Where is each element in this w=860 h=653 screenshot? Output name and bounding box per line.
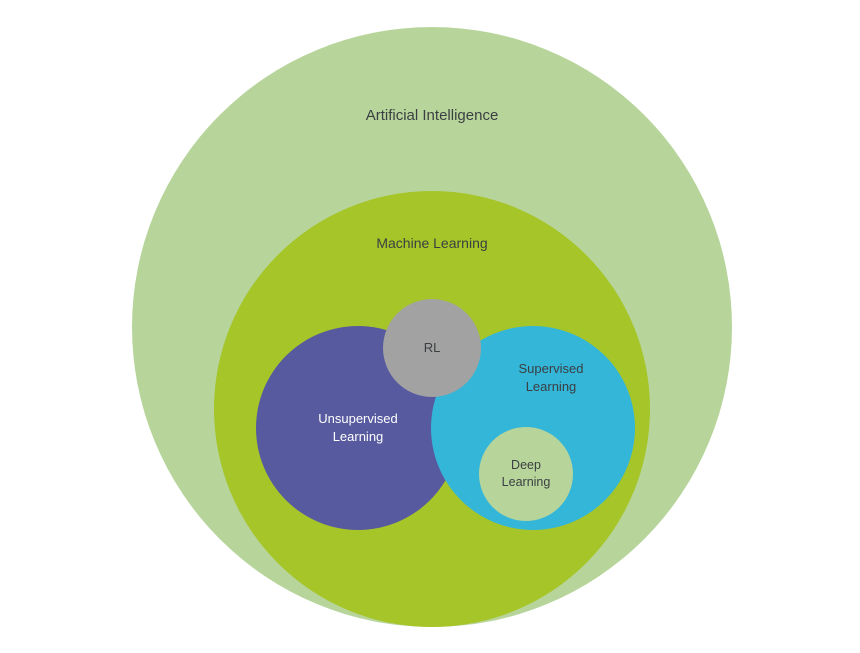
label-ml: Machine Learning — [322, 234, 542, 253]
label-deep: DeepLearning — [416, 457, 636, 491]
label-unsupervised: UnsupervisedLearning — [248, 410, 468, 445]
label-supervised: SupervisedLearning — [441, 360, 661, 395]
label-ai: Artificial Intelligence — [322, 106, 542, 126]
label-rl: RL — [322, 339, 542, 357]
